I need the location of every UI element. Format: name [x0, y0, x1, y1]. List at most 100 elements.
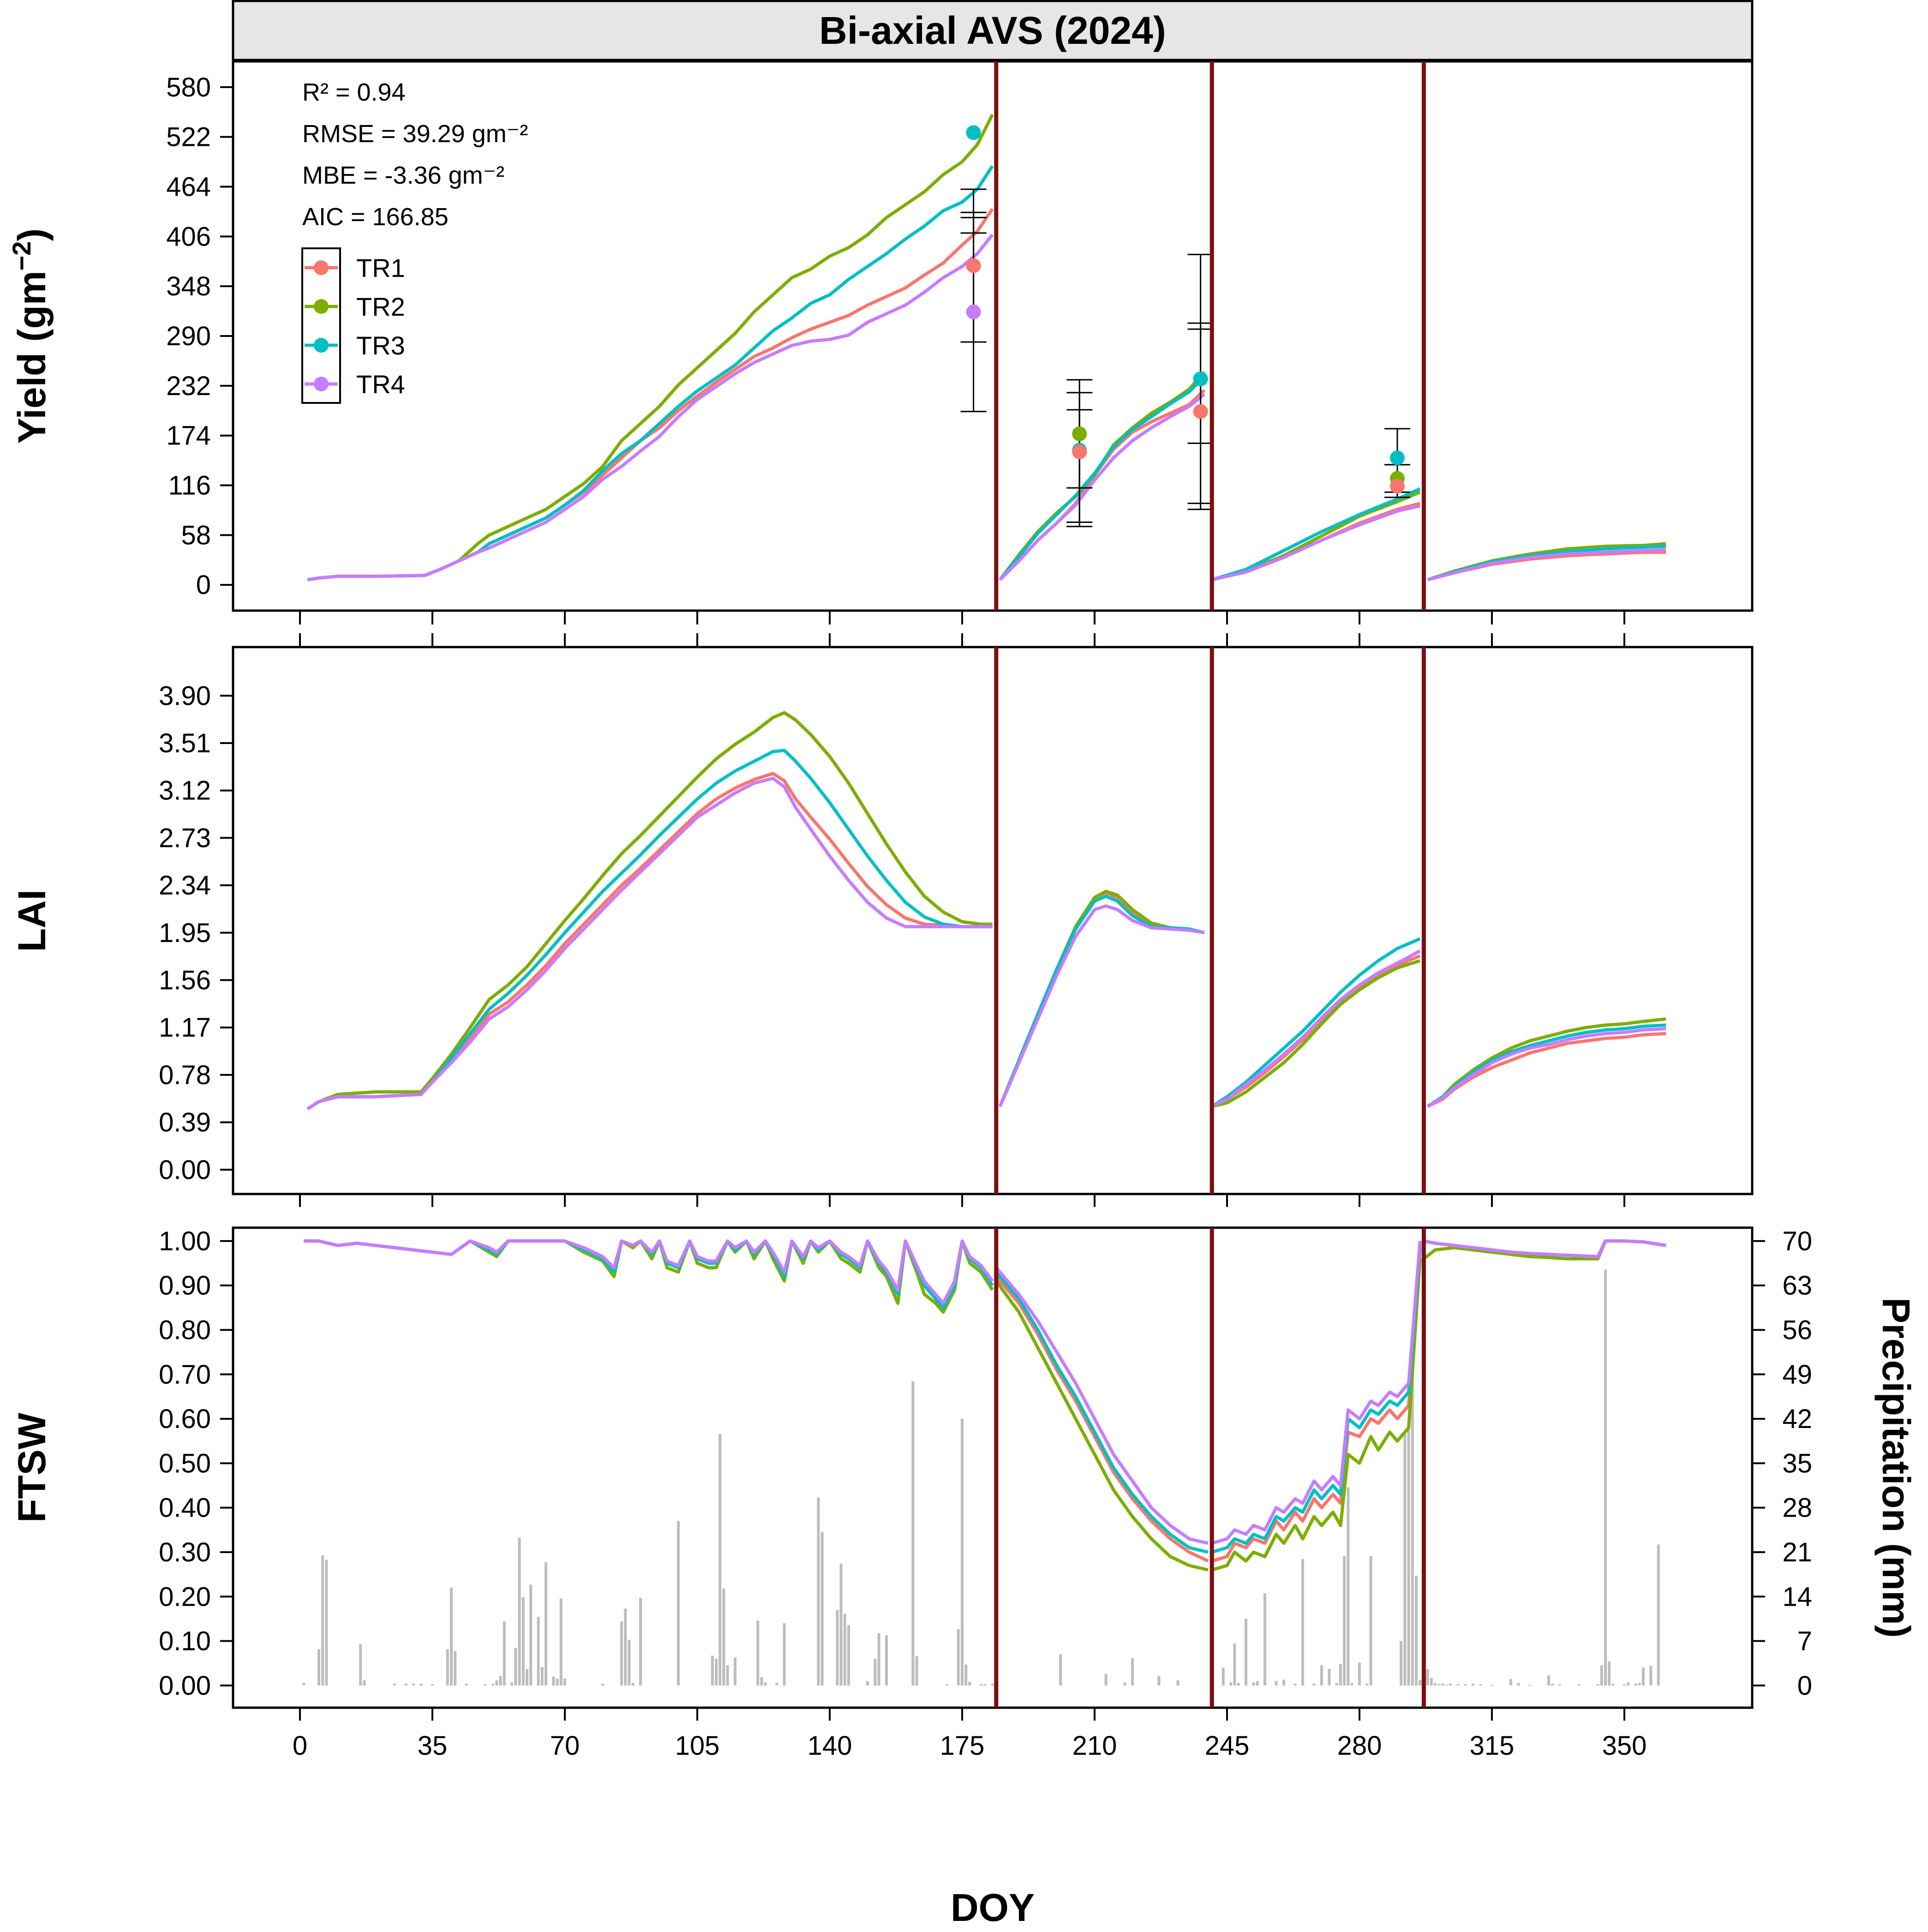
- legend-marker-tr4: [314, 377, 329, 391]
- precip-bar: [465, 1683, 468, 1686]
- lai-panel-frame: [232, 646, 1754, 1195]
- precip-bar: [722, 1588, 725, 1686]
- yield-ytick-label: 174: [166, 421, 211, 451]
- precip-bar: [1464, 1684, 1467, 1686]
- lai-axis-title: LAI: [10, 889, 54, 952]
- precip-bar: [563, 1678, 566, 1686]
- precip-bar: [783, 1623, 786, 1686]
- yield-ytick-label: 348: [166, 271, 211, 301]
- precip-bar: [1596, 1684, 1599, 1686]
- precip-bar: [991, 1683, 994, 1686]
- precip-bar: [711, 1656, 714, 1686]
- ftsw-line-tr2: [1211, 1259, 1422, 1572]
- ftsw-ytick-label: 0.20: [159, 1582, 211, 1612]
- precip-bar: [491, 1683, 495, 1686]
- precip-bar: [393, 1683, 396, 1686]
- precip-bar: [817, 1497, 820, 1686]
- precip-bar: [726, 1665, 729, 1686]
- precip-bar: [957, 1629, 960, 1686]
- precip-bar: [1403, 1434, 1407, 1686]
- lai-line-tr4: [998, 904, 1205, 1107]
- lai-line-tr4: [1211, 949, 1421, 1108]
- precip-bar: [885, 1635, 888, 1686]
- precip-bar: [1407, 1422, 1410, 1686]
- yield-line-tr4: [999, 393, 1205, 581]
- precip-bar: [1245, 1619, 1247, 1686]
- yield-line-tr4: [1211, 504, 1420, 582]
- precip-bar: [1434, 1683, 1437, 1686]
- precip-bar: [1123, 1682, 1126, 1686]
- precip-ytick-label: 42: [1782, 1404, 1812, 1434]
- yield-ytick-label: 232: [166, 371, 211, 401]
- precip-bar: [1252, 1682, 1255, 1686]
- x-tick-label: 0: [293, 1731, 307, 1761]
- precip-bar: [1312, 1683, 1316, 1686]
- lai-ytick-label: 1.95: [159, 918, 211, 948]
- ftsw-ytick-label: 0.40: [159, 1493, 211, 1523]
- precip-bar: [1263, 1593, 1266, 1686]
- chart-title: Bi-axial AVS (2024): [819, 9, 1166, 52]
- precip-bar: [1358, 1662, 1361, 1686]
- precip-bar: [1104, 1674, 1108, 1686]
- precip-bar: [1411, 1370, 1414, 1686]
- precip-bar: [1509, 1679, 1512, 1686]
- precip-bar: [1059, 1654, 1062, 1686]
- yield-line-tr4: [307, 234, 994, 582]
- yield-ytick-label: 0: [196, 570, 211, 600]
- precip-bar: [484, 1684, 487, 1686]
- precip-bar: [980, 1684, 982, 1686]
- precip-bar: [1233, 1644, 1236, 1686]
- precip-bar: [734, 1657, 736, 1686]
- precip-bar: [521, 1597, 525, 1686]
- precip-bar: [866, 1681, 869, 1686]
- precip-bar: [1339, 1664, 1342, 1686]
- precip-ytick-label: 49: [1782, 1360, 1812, 1390]
- lai-ytick-label: 3.12: [159, 776, 211, 806]
- ftsw-ytick-label: 0.50: [159, 1448, 211, 1478]
- precip-bar: [1649, 1666, 1653, 1686]
- precip-bar: [1517, 1683, 1520, 1686]
- precip-bar: [964, 1664, 968, 1686]
- precip-bar: [1638, 1683, 1641, 1686]
- ftsw-line-tr4: [995, 1266, 1209, 1545]
- yield-ytick-label: 406: [166, 222, 211, 252]
- ftsw-line-tr4: [304, 1239, 994, 1305]
- x-tick-label: 210: [1072, 1731, 1117, 1761]
- precip-bar: [628, 1639, 631, 1686]
- precip-bar: [1430, 1678, 1433, 1686]
- ftsw-ytick-label: 0.80: [159, 1315, 211, 1345]
- precip-ytick-label: 0: [1797, 1671, 1812, 1701]
- precip-ytick-label: 7: [1797, 1626, 1812, 1656]
- precip-bar: [1558, 1684, 1562, 1686]
- ftsw-ytick-label: 0.00: [159, 1671, 211, 1701]
- observation-point-tr2: [1072, 426, 1087, 441]
- precip-bar: [847, 1625, 850, 1686]
- precip-bar: [514, 1648, 517, 1686]
- precip-bar: [446, 1649, 449, 1686]
- precip-bar: [1604, 1269, 1607, 1686]
- precip-bar: [1415, 1575, 1418, 1686]
- ftsw-ytick-label: 0.60: [159, 1404, 211, 1434]
- ftsw-line-tr2: [994, 1280, 1209, 1572]
- precip-bar: [1634, 1683, 1637, 1686]
- yield-ytick-label: 58: [181, 520, 211, 550]
- legend: TR1 TR2 TR3 TR4: [301, 247, 405, 404]
- observation-point-tr1: [1072, 444, 1087, 460]
- precip-bar: [412, 1683, 415, 1686]
- precip-bar: [983, 1684, 987, 1686]
- lai-ytick-label: 2.73: [159, 823, 211, 853]
- precip-bar: [1275, 1681, 1278, 1686]
- precip-bar: [1256, 1681, 1259, 1686]
- ftsw-ytick-label: 0.10: [159, 1626, 211, 1656]
- x-tick-label: 35: [418, 1731, 448, 1761]
- precip-bar: [1335, 1683, 1338, 1686]
- precip-bar: [1441, 1683, 1444, 1686]
- precip-bar: [1479, 1684, 1482, 1686]
- precip-bar: [631, 1683, 635, 1686]
- yield-ytick-label: 464: [166, 172, 211, 202]
- x-tick-label: 280: [1337, 1731, 1382, 1761]
- precip-bar: [450, 1588, 453, 1686]
- ftsw-ytick-label: 0.90: [159, 1271, 211, 1301]
- precip-bar: [1528, 1685, 1531, 1686]
- precip-bar: [1328, 1669, 1331, 1686]
